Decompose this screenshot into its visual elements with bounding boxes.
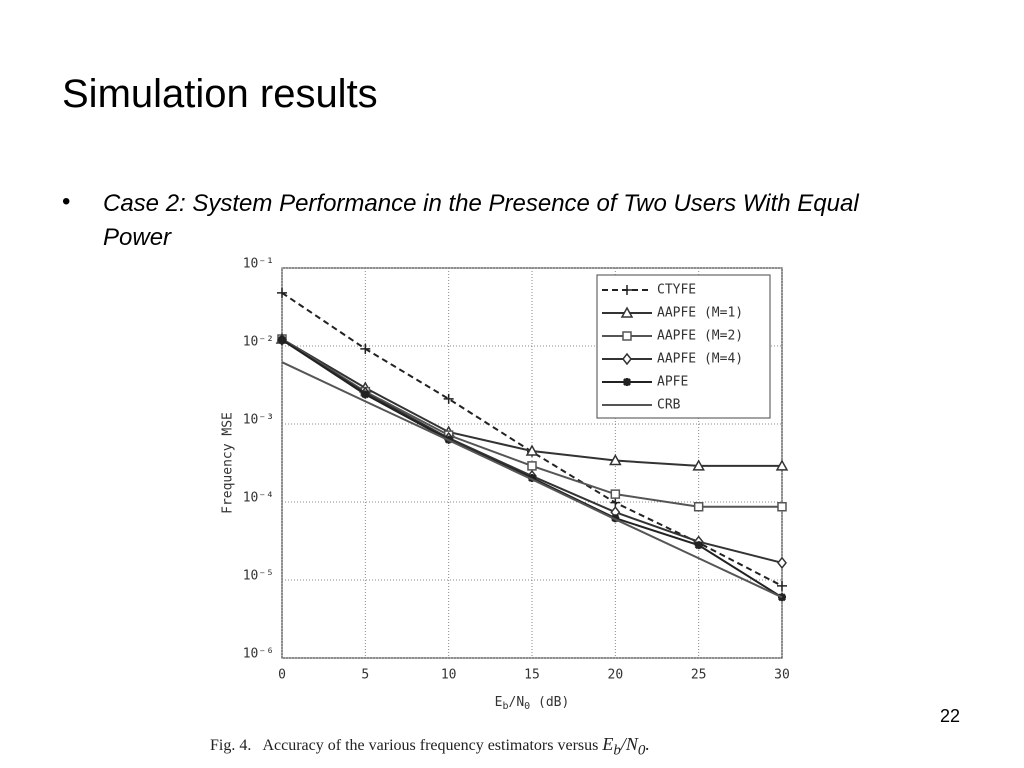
y-tick-label: 10⁻⁶ — [243, 647, 274, 662]
x-label-part: (dB) — [530, 695, 569, 710]
legend-marker — [622, 285, 632, 295]
legend: CTYFE AAPFE (M=1) AAPFE (M=2) AAPFE (M=4) AP… — [596, 274, 771, 419]
x-axis-label: Eb/N0 (dB) — [495, 695, 570, 713]
y-tick-label: 10⁻¹ — [243, 257, 274, 272]
figure-caption: Fig. 4. Accuracy of the various frequenc… — [210, 734, 650, 760]
data-point — [443, 393, 454, 404]
legend-marker — [620, 306, 634, 318]
x-tick-label: 10 — [441, 668, 457, 683]
data-point — [360, 343, 371, 354]
data-point — [694, 541, 703, 550]
legend-marker — [622, 331, 632, 341]
data-point — [777, 556, 787, 570]
data-point — [775, 459, 789, 471]
data-point — [611, 514, 620, 523]
slide-title: Simulation results — [62, 72, 378, 116]
caption-math-part: N — [625, 734, 638, 754]
data-point — [777, 501, 787, 512]
legend-marker — [623, 378, 631, 386]
legend-label: CRB — [657, 398, 681, 413]
legend-box — [596, 274, 771, 419]
x-label-part: 0 — [524, 701, 530, 712]
data-point — [692, 459, 705, 471]
y-axis-label: Frequency MSE — [221, 412, 236, 514]
data-point — [527, 461, 537, 471]
data-point — [528, 474, 536, 483]
data-point — [277, 287, 287, 298]
x-label-part: b — [502, 701, 508, 712]
caption-text: Accuracy of the various frequency estima… — [262, 737, 599, 754]
legend-marker — [622, 352, 632, 366]
bullet-text: Case 2: System Performance in the Presen… — [103, 190, 859, 251]
page-number: 22 — [940, 706, 961, 726]
caption-math-part: E — [602, 734, 614, 754]
x-tick-label: 25 — [691, 668, 707, 683]
y-tick-label: 10⁻² — [243, 335, 274, 350]
caption-math-part: / — [620, 734, 626, 754]
caption-label: Fig. 4. — [210, 737, 252, 754]
x-tick-label: 5 — [361, 668, 369, 683]
bullet-marker: • — [62, 188, 71, 215]
x-tick-label: 20 — [608, 668, 624, 683]
caption-math: Eb/N0. — [602, 734, 650, 759]
data-point — [610, 489, 621, 499]
data-point — [609, 454, 622, 466]
y-tick-label: 10⁻³ — [243, 413, 274, 428]
data-point — [693, 501, 704, 512]
legend-label: CTYFE — [657, 283, 696, 298]
data-point — [361, 390, 370, 399]
data-point — [777, 580, 787, 591]
legend-label: AAPFE (M=2) — [657, 329, 743, 344]
legend-label: AAPFE (M=1) — [657, 306, 743, 321]
x-tick-label: 0 — [278, 668, 286, 683]
y-tick-label: 10⁻⁵ — [243, 569, 274, 584]
x-tick-label: 15 — [524, 668, 540, 683]
caption-math-part: 0 — [637, 742, 646, 759]
x-tick-label: 30 — [774, 668, 790, 683]
legend-label: APFE — [657, 375, 688, 390]
x-label-part: E — [495, 695, 503, 710]
data-point — [525, 444, 539, 456]
series-line — [281, 361, 783, 599]
y-tick-label: 10⁻⁴ — [243, 491, 274, 506]
series-layer — [275, 287, 789, 602]
data-point — [278, 335, 286, 344]
caption-math-part: b — [613, 742, 621, 759]
caption-math-part: . — [645, 734, 650, 754]
x-label-part: /N — [509, 695, 525, 710]
legend-label: AAPFE (M=4) — [657, 352, 743, 367]
